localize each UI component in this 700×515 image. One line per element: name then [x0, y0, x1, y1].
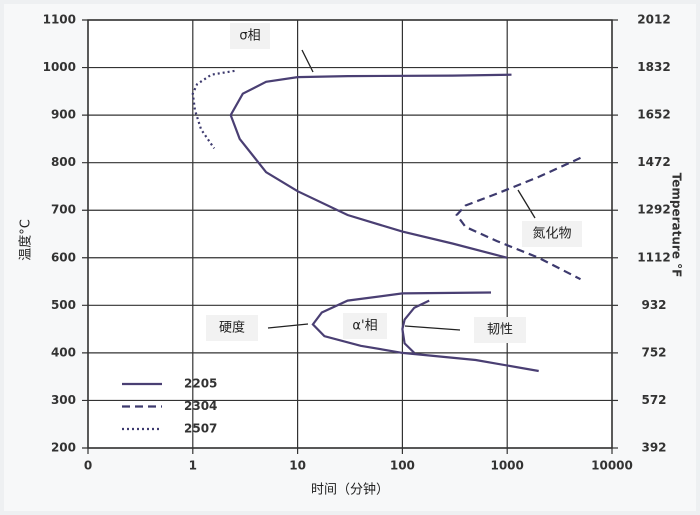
y-tick-label: 900 — [51, 108, 76, 122]
legend-label: 2304 — [184, 399, 217, 413]
annotation-box — [522, 221, 582, 247]
y2-tick-label: 1292 — [637, 203, 670, 217]
x-tick-label: 10000 — [591, 459, 633, 473]
annotation-box — [230, 23, 270, 49]
x-tick-label: 1000 — [490, 459, 523, 473]
arrow — [404, 325, 461, 331]
annotation: 韧性 — [487, 323, 513, 338]
x-tick-label: 10 — [289, 459, 306, 473]
y2-tick-label: 2012 — [637, 13, 670, 27]
y-tick-label: 700 — [51, 203, 76, 217]
y-axis-label: 温度°C — [18, 219, 34, 261]
arrow — [267, 323, 309, 329]
x-axis-label: 时间（分钟） — [311, 482, 389, 498]
arrow — [517, 189, 536, 219]
y2-tick-label: 752 — [641, 345, 666, 359]
x-tick-label: 1 — [189, 459, 197, 473]
annotation: 氮化物 — [532, 227, 571, 242]
y2-tick-label: 572 — [641, 393, 666, 407]
annotation-box — [343, 313, 387, 339]
y-tick-label: 800 — [51, 155, 76, 169]
y2-tick-label: 392 — [641, 441, 666, 455]
y2-axis-label: Temperature °F — [670, 173, 684, 278]
y-tick-label: 300 — [51, 393, 76, 407]
annotation-box — [474, 317, 526, 343]
legend-label: 2205 — [184, 377, 217, 391]
curve — [191, 69, 235, 150]
y-tick-label: 400 — [51, 345, 76, 359]
y2-tick-label: 932 — [641, 298, 666, 312]
y-tick-label: 500 — [51, 298, 76, 312]
y-tick-label: 600 — [51, 250, 76, 264]
x-tick-label: 100 — [390, 459, 415, 473]
y2-tick-label: 1652 — [637, 108, 670, 122]
y2-tick-label: 1832 — [637, 60, 670, 74]
annotation-box — [206, 315, 258, 341]
curve — [229, 73, 539, 373]
annotation: α'相 — [352, 319, 377, 334]
x-tick-label: 0 — [84, 459, 92, 473]
annotation: σ相 — [239, 29, 260, 44]
y-tick-label: 200 — [51, 441, 76, 455]
arrows — [267, 49, 536, 331]
arrow — [301, 49, 314, 73]
y2-tick-label: 1472 — [637, 155, 670, 169]
legend-label: 2507 — [184, 422, 217, 436]
y2-tick-label: 1112 — [637, 250, 670, 264]
y-tick-label: 1100 — [43, 13, 76, 27]
annotation: 硬度 — [219, 320, 245, 336]
y-tick-label: 1000 — [43, 60, 76, 74]
curve — [455, 156, 582, 281]
